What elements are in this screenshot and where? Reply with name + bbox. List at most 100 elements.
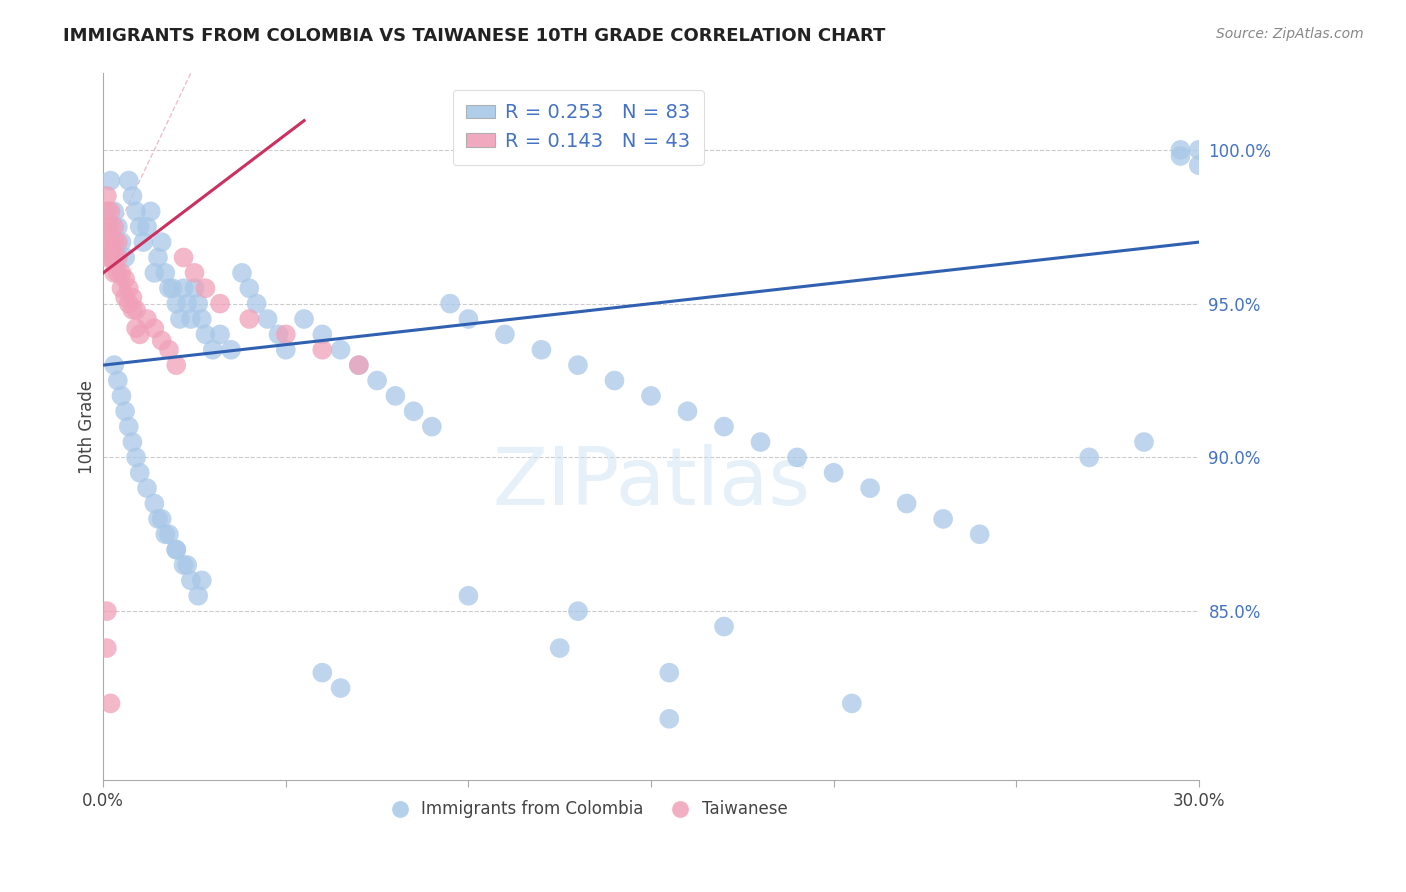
Point [347, 358, 370, 372]
Point [165, 542, 187, 557]
Point [103, 235, 125, 249]
Point [238, 281, 260, 295]
Point [1170, 143, 1192, 157]
Point [107, 219, 129, 234]
Point [125, 321, 148, 335]
Point [713, 619, 735, 633]
Point [157, 281, 180, 295]
Point [219, 343, 242, 357]
Point [155, 527, 177, 541]
Point [1188, 143, 1211, 157]
Point [118, 419, 141, 434]
Point [136, 312, 159, 326]
Point [494, 327, 516, 342]
Point [402, 404, 425, 418]
Point [180, 312, 202, 326]
Point [96, 251, 118, 265]
Point [100, 235, 122, 249]
Text: Source: ZipAtlas.com: Source: ZipAtlas.com [1216, 27, 1364, 41]
Point [121, 290, 143, 304]
Point [143, 321, 166, 335]
Point [183, 266, 205, 280]
Point [114, 272, 136, 286]
Point [155, 266, 177, 280]
Point [100, 173, 122, 187]
Point [841, 697, 863, 711]
Point [932, 512, 955, 526]
Point [150, 512, 173, 526]
Point [96, 204, 118, 219]
Point [567, 604, 589, 618]
Point [107, 374, 129, 388]
Point [256, 312, 278, 326]
Point [118, 281, 141, 295]
Point [311, 665, 333, 680]
Point [1188, 158, 1211, 172]
Point [100, 697, 122, 711]
Point [118, 296, 141, 310]
Point [125, 450, 148, 465]
Point [311, 343, 333, 357]
Point [548, 641, 571, 656]
Point [209, 327, 232, 342]
Point [107, 266, 129, 280]
Point [139, 204, 162, 219]
Point [567, 358, 589, 372]
Point [157, 343, 180, 357]
Point [128, 327, 150, 342]
Point [1133, 435, 1156, 450]
Point [100, 219, 122, 234]
Text: ZIPatlas: ZIPatlas [492, 444, 810, 522]
Point [165, 358, 187, 372]
Point [136, 219, 159, 234]
Point [132, 235, 155, 249]
Point [896, 496, 918, 510]
Point [457, 589, 479, 603]
Point [96, 219, 118, 234]
Point [107, 251, 129, 265]
Point [658, 712, 681, 726]
Point [859, 481, 882, 495]
Point [143, 496, 166, 510]
Point [114, 251, 136, 265]
Point [121, 435, 143, 450]
Point [125, 204, 148, 219]
Point [121, 302, 143, 317]
Point [329, 681, 352, 695]
Point [676, 404, 699, 418]
Point [209, 296, 232, 310]
Point [194, 327, 217, 342]
Point [118, 173, 141, 187]
Point [439, 296, 461, 310]
Legend: Immigrants from Colombia, Taiwanese: Immigrants from Colombia, Taiwanese [377, 794, 794, 825]
Point [96, 235, 118, 249]
Point [231, 266, 253, 280]
Point [150, 334, 173, 348]
Point [238, 312, 260, 326]
Point [786, 450, 808, 465]
Point [329, 343, 352, 357]
Point [274, 327, 297, 342]
Point [96, 604, 118, 618]
Point [267, 327, 290, 342]
Point [103, 266, 125, 280]
Point [191, 574, 214, 588]
Point [823, 466, 845, 480]
Point [128, 219, 150, 234]
Point [384, 389, 406, 403]
Point [146, 512, 169, 526]
Point [187, 296, 209, 310]
Point [749, 435, 772, 450]
Point [103, 219, 125, 234]
Point [640, 389, 662, 403]
Point [603, 374, 626, 388]
Text: IMMIGRANTS FROM COLOMBIA VS TAIWANESE 10TH GRADE CORRELATION CHART: IMMIGRANTS FROM COLOMBIA VS TAIWANESE 10… [63, 27, 886, 45]
Point [103, 358, 125, 372]
Point [96, 641, 118, 656]
Point [110, 281, 132, 295]
Point [150, 235, 173, 249]
Point [114, 404, 136, 418]
Y-axis label: 10th Grade: 10th Grade [79, 380, 96, 474]
Point [100, 204, 122, 219]
Point [96, 189, 118, 203]
